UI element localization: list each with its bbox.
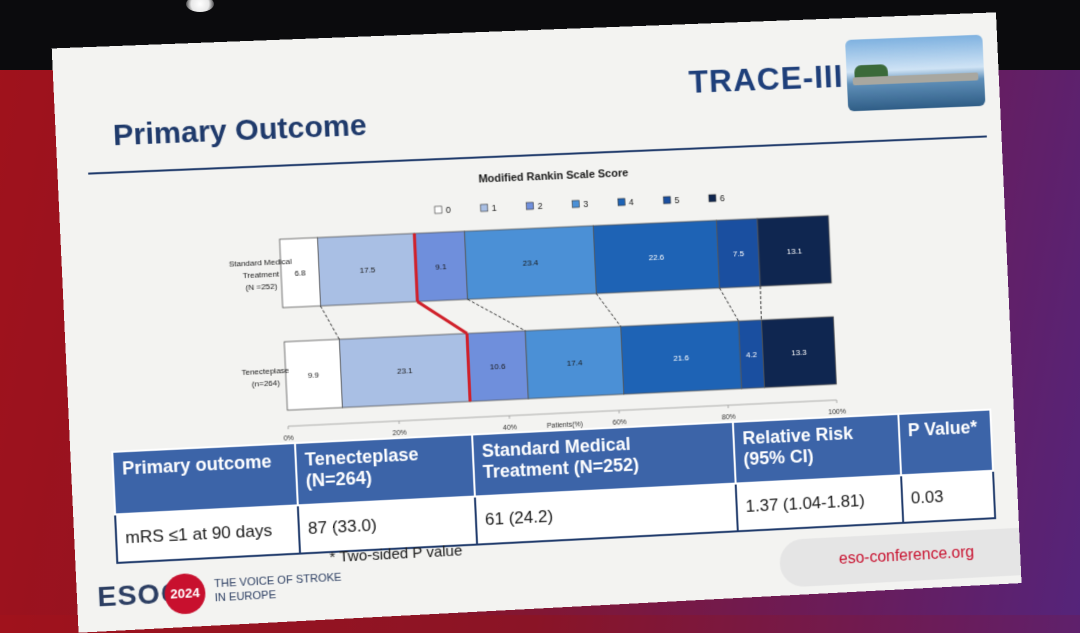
cell-p-value: 0.03	[901, 471, 995, 523]
legend-swatch-0	[435, 206, 442, 213]
boundary-connector-6	[760, 286, 762, 320]
header-primary-outcome: Primary outcome	[112, 443, 298, 514]
legend-label-0: 0	[446, 205, 451, 215]
presentation-slide: Primary Outcome TRACE-III Modified Ranki…	[52, 12, 1022, 632]
legend-label-1: 1	[491, 203, 496, 213]
category-label-1-1: (n=264)	[252, 378, 281, 388]
data-label-0-3: 23.4	[523, 258, 539, 268]
data-label-1-4: 21.6	[673, 353, 689, 363]
legend-swatch-1	[481, 204, 488, 211]
legend-swatch-3	[572, 200, 579, 207]
legend-label-5: 5	[674, 195, 679, 205]
data-label-1-5: 4.2	[746, 350, 758, 359]
boundary-connector-3	[468, 297, 526, 334]
boundary-connector-1	[320, 305, 339, 340]
data-label-1-3: 17.4	[567, 358, 583, 368]
legend-label-6: 6	[720, 193, 725, 203]
chart-title: Modified Rankin Scale Score	[478, 167, 628, 185]
header-p-value: P Value*	[898, 410, 993, 476]
data-label-0-5: 7.5	[733, 249, 745, 258]
data-label-1-1: 23.1	[397, 366, 414, 376]
legend-swatch-6	[709, 195, 716, 202]
category-label-0-1: Treatment	[242, 270, 280, 281]
legend-label-4: 4	[629, 197, 634, 207]
boundary-connector-4	[596, 293, 621, 328]
data-label-1-6: 13.3	[791, 348, 807, 358]
legend-swatch-4	[618, 198, 625, 205]
boundary-connector-5	[720, 287, 739, 322]
legend-swatch-5	[663, 196, 670, 203]
data-label-0-4: 22.6	[649, 253, 665, 263]
esoc-year-badge: 2024	[164, 573, 206, 615]
data-label-0-1: 17.5	[359, 265, 376, 275]
header-tenecteplase: Tenecteplase (N=264)	[295, 435, 475, 506]
data-label-1-2: 10.6	[490, 362, 506, 372]
legend-label-2: 2	[537, 201, 542, 211]
stacked-bar-chart: Modified Rankin Scale Score 0 1 2 3 4 5 6 6.8 17.…	[52, 12, 1014, 453]
data-label-1-0: 9.9	[308, 370, 320, 380]
header-relative-risk: Relative Risk (95% CI)	[733, 414, 901, 484]
cell-relative-risk: 1.37 (1.04-1.81)	[736, 475, 904, 531]
data-label-0-2: 9.1	[435, 262, 447, 271]
data-label-0-6: 13.1	[787, 247, 803, 257]
legend-label-3: 3	[583, 199, 588, 209]
category-label-0-2: (N =252)	[245, 282, 277, 292]
divider-connector	[417, 299, 467, 335]
cell-outcome: mRS ≤1 at 90 days	[115, 505, 300, 563]
legend-swatch-2	[526, 202, 533, 209]
category-label-1-0: Tenecteplase	[241, 366, 290, 377]
esoc-tagline: THE VOICE OF STROKE IN EUROPE	[214, 570, 357, 605]
data-label-0-0: 6.8	[294, 268, 306, 278]
